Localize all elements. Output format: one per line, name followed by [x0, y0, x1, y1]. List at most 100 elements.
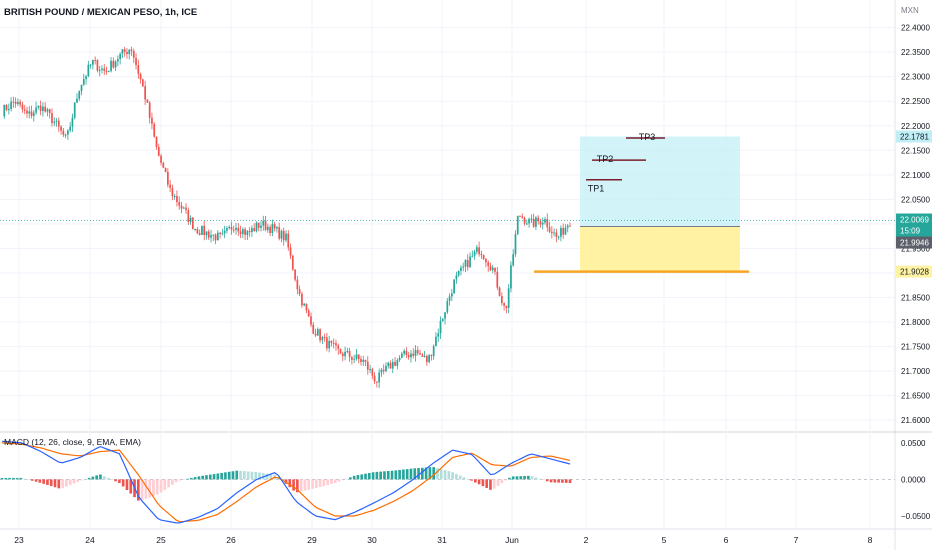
- candle-body: [101, 68, 103, 70]
- macd-histogram-bar: [390, 470, 394, 480]
- candle-body: [23, 109, 26, 111]
- candle-body: [419, 353, 421, 355]
- macd-histogram-bar: [129, 479, 133, 494]
- candle-body: [407, 354, 410, 358]
- candle-body: [35, 107, 37, 113]
- candle-body: [553, 232, 555, 234]
- candle-body: [148, 102, 151, 118]
- candle-body: [489, 265, 492, 271]
- candle-body: [160, 155, 162, 163]
- candle-body: [335, 343, 337, 346]
- candle-body: [171, 187, 174, 197]
- entry-price-label: 21.9946: [900, 239, 929, 248]
- candle-body: [430, 355, 433, 357]
- candle-body: [353, 358, 356, 360]
- macd-histogram-bar: [462, 477, 466, 480]
- candle-body: [221, 233, 224, 235]
- candle-body: [280, 230, 283, 239]
- candle-body: [191, 217, 194, 230]
- macd-histogram-bar: [534, 477, 538, 480]
- candle-body: [228, 226, 231, 228]
- candle-body: [244, 229, 246, 235]
- candle-body: [266, 226, 269, 231]
- candle-body: [87, 64, 90, 77]
- candle-body: [30, 111, 33, 116]
- candle-body: [471, 255, 474, 257]
- candle-body: [448, 296, 451, 301]
- candle-body: [151, 117, 153, 124]
- candle-body: [528, 218, 530, 224]
- candle-body: [214, 234, 217, 241]
- macd-histogram-bar: [152, 479, 155, 496]
- candle-body: [494, 267, 496, 272]
- macd-axis[interactable]: 0.0500 0.0000 −0.0500: [901, 439, 931, 521]
- macd-histogram-bar: [80, 479, 83, 481]
- macd-histogram-bar: [402, 469, 405, 480]
- candle-body: [32, 112, 35, 116]
- macd-histogram-bar: [136, 479, 140, 501]
- time-tick-label: 7: [794, 535, 799, 545]
- time-tick-label: 29: [307, 535, 317, 545]
- candle-body: [328, 340, 331, 349]
- candle-body: [457, 270, 460, 276]
- candle-body: [114, 61, 117, 68]
- macd-histogram-bar: [485, 479, 489, 488]
- candle-body: [337, 345, 340, 349]
- candle-body: [314, 333, 317, 336]
- candle-body: [394, 361, 396, 366]
- candle-body: [246, 231, 249, 235]
- candle-body: [257, 222, 260, 228]
- annotations[interactable]: TP1 TP2 TP3: [0, 132, 895, 273]
- candle-body: [128, 49, 131, 55]
- macd-histogram-bar: [76, 479, 80, 482]
- macd-histogram-bar: [398, 469, 401, 480]
- take-profit-price-flag: [896, 130, 932, 143]
- macd-histogram-bar: [508, 477, 511, 480]
- candle-body: [291, 255, 294, 270]
- candle-body: [405, 350, 408, 355]
- candle-body: [51, 113, 53, 124]
- macd-histogram-bar: [250, 471, 254, 480]
- macd-histogram-bar: [564, 479, 568, 483]
- macd-histogram-bar: [201, 475, 205, 480]
- macd-histogram-bar: [341, 479, 345, 481]
- candle-body: [298, 289, 301, 294]
- candle-body: [500, 296, 503, 304]
- candle-body: [62, 130, 65, 135]
- macd-histogram-bar: [375, 471, 379, 480]
- macd-histogram-bar: [413, 468, 417, 480]
- position-tool[interactable]: [580, 136, 740, 272]
- candle-body: [346, 351, 349, 353]
- candle-body: [387, 362, 390, 366]
- price-axis[interactable]: 22.4000 22.3500 22.3000 22.2500 22.2000 22.15…: [896, 24, 932, 426]
- macd-histogram-bar: [144, 479, 148, 499]
- candle-body: [507, 288, 510, 308]
- candle-body: [232, 229, 235, 231]
- macd-histogram-bar: [174, 479, 178, 483]
- macd-histogram-bar: [451, 472, 454, 480]
- candle-body: [319, 329, 321, 341]
- time-axis[interactable]: 23 24 25 26 29 30 31 Jun 2 5 6 7 8: [14, 535, 872, 545]
- candle-body: [237, 227, 240, 232]
- candle-body: [560, 227, 562, 237]
- candle-body: [271, 224, 274, 234]
- candle-body: [255, 222, 258, 232]
- macd-histogram-bar: [95, 475, 98, 480]
- candle-body: [67, 130, 69, 135]
- macd-histogram-bar: [46, 479, 49, 485]
- candle-body: [330, 340, 333, 343]
- candle-body: [355, 354, 358, 359]
- candle-body: [301, 293, 303, 306]
- macd-histogram-bar: [30, 479, 34, 481]
- macd-tick-label: 0.0000: [901, 475, 926, 484]
- candle-body: [378, 372, 381, 383]
- macd-histogram-bar: [394, 470, 398, 480]
- candle-body: [491, 267, 494, 271]
- candle-body: [144, 86, 146, 100]
- macd-histogram-bar: [118, 479, 121, 484]
- candle-body: [435, 336, 437, 347]
- macd-histogram-bar: [243, 471, 246, 480]
- candle-body: [439, 320, 442, 334]
- candle-body: [187, 210, 190, 222]
